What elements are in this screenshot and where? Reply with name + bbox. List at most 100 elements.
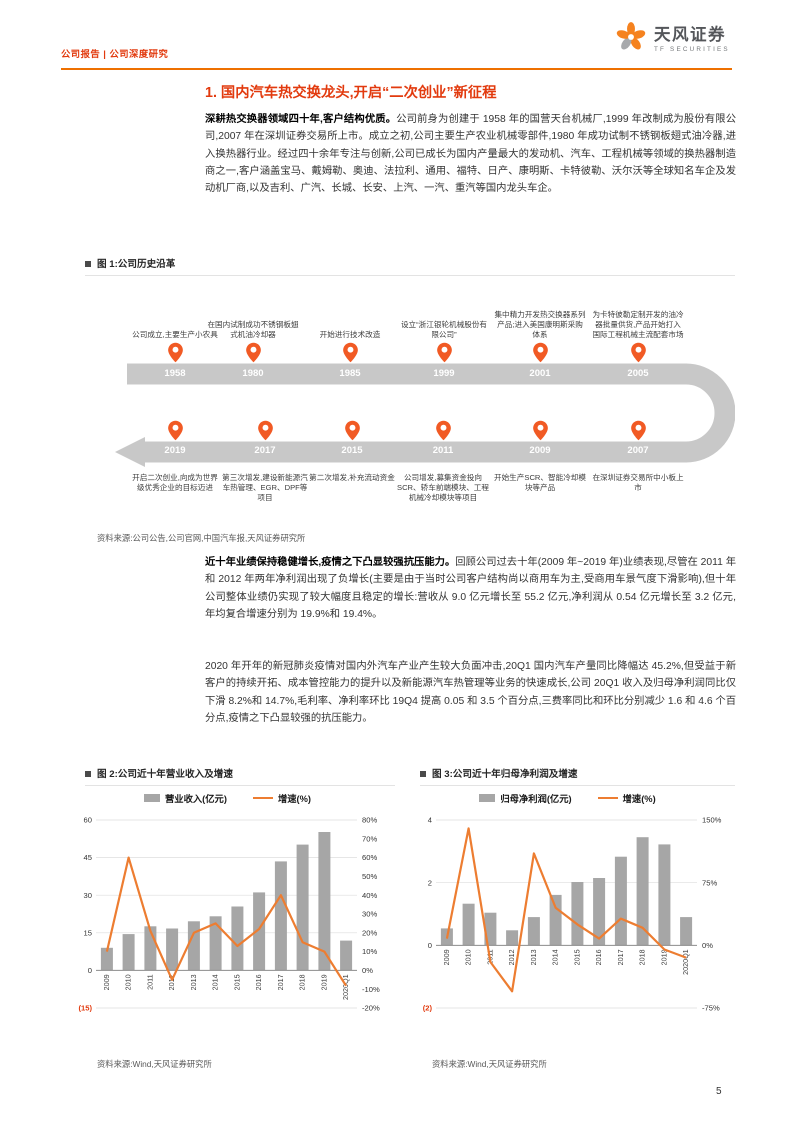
figure2-legend: 营业收入(亿元) 增速(%)	[60, 791, 395, 805]
svg-text:-20%: -20%	[362, 1004, 380, 1013]
timeline-event-desc: 开始进行技术改造	[319, 329, 381, 339]
svg-text:30: 30	[84, 891, 92, 900]
paragraph-lead: 近十年业绩保持稳健增长,疫情之下凸显较强抗压能力。	[205, 557, 456, 568]
timeline-event-desc: 开始生产SCR、智能冷却模块等产品	[494, 473, 586, 493]
brand-name-cn: 天风证券	[654, 25, 726, 44]
line-series-label: 增速(%)	[622, 794, 656, 804]
svg-text:0%: 0%	[702, 941, 713, 950]
timeline-event-desc: 公司增发,募集资金投向SCR、轿车前端模块、工程机械冷却模块等项目	[397, 473, 489, 503]
timeline-event-desc: 集中精力开发热交换器系列产品;进入美国康明斯采购体系	[494, 309, 586, 339]
svg-text:60%: 60%	[362, 853, 377, 862]
location-pin-icon	[532, 342, 549, 363]
svg-text:2010: 2010	[124, 974, 133, 990]
location-pin-icon	[532, 420, 549, 441]
location-pin-icon	[436, 342, 453, 363]
figure3-caption: 图 3:公司近十年归母净利润及增速	[420, 766, 735, 786]
figure3-source: 资料来源:Wind,天风证券研究所	[432, 1059, 547, 1069]
svg-text:30%: 30%	[362, 910, 377, 919]
location-pin-icon	[245, 342, 262, 363]
svg-text:2009: 2009	[102, 974, 111, 990]
chart-canvas: 60 45 30 15 0 (15) 80% 70% 60% 50% 40% 30% 20% 10% 0% -…	[78, 816, 380, 1013]
svg-text:15: 15	[84, 928, 92, 937]
svg-text:70%: 70%	[362, 834, 377, 843]
svg-text:0: 0	[428, 941, 432, 950]
chart-canvas: 420(2)150%75%0%-75%2009 2010 2011 2012 2013 2…	[423, 816, 722, 1013]
figure1-caption: 图 1:公司历史沿革	[85, 256, 735, 276]
tf-flower-logo-icon	[614, 20, 648, 59]
svg-text:2018: 2018	[298, 974, 307, 990]
timeline-year: 2009	[529, 445, 551, 456]
location-pin-icon	[344, 420, 361, 441]
timeline-year: 2007	[627, 445, 649, 456]
svg-text:2016: 2016	[594, 949, 603, 965]
timeline-year: 2015	[341, 445, 363, 456]
bar-series-label: 营业收入(亿元)	[164, 794, 227, 804]
figure2-caption: 图 2:公司近十年营业收入及增速	[85, 766, 395, 786]
location-pin-icon	[167, 342, 184, 363]
svg-text:-10%: -10%	[362, 985, 380, 994]
paragraph-lead: 深耕热交换器领域四十年,客户结构优质。	[205, 114, 397, 125]
svg-text:0%: 0%	[362, 966, 373, 975]
timeline-year: 2005	[627, 368, 649, 379]
svg-text:2015: 2015	[572, 949, 581, 965]
svg-text:2017: 2017	[276, 974, 285, 990]
timeline-event-desc: 在深圳证券交易所中小板上市	[592, 473, 684, 493]
location-pin-icon	[342, 342, 359, 363]
svg-text:2020Q1: 2020Q1	[681, 949, 690, 975]
timeline-year: 1958	[164, 368, 186, 379]
paragraph: 近十年业绩保持稳健增长,疫情之下凸显较强抗压能力。回顾公司过去十年(2009 年…	[205, 554, 736, 623]
paragraph-body: 回顾公司过去十年(2009 年~2019 年)业绩表现,尽管在 2011 年和 …	[205, 557, 736, 620]
line-series-swatch-icon	[597, 796, 618, 800]
svg-text:150%: 150%	[702, 816, 722, 825]
svg-text:(15): (15)	[78, 1004, 92, 1013]
location-pin-icon	[435, 420, 452, 441]
brand-logo: 天风证券 TF SECURITIES	[614, 20, 730, 59]
svg-text:2015: 2015	[232, 974, 241, 990]
timeline-event-desc: 为卡特彼勒定制开发的油冷器批量供货,产品开始打入国际工程机械主流配套市场	[592, 309, 684, 339]
timeline-band	[115, 363, 735, 467]
timeline-event-desc: 开启二次创业,向成为世界级优秀企业的目标迈进	[132, 473, 218, 493]
svg-text:2013: 2013	[529, 949, 538, 965]
svg-text:75%: 75%	[702, 878, 717, 887]
header-divider	[61, 68, 732, 70]
section-title: 1. 国内汽车热交换龙头,开启“二次创业”新征程	[205, 85, 497, 101]
bar-series-swatch-icon	[143, 794, 160, 802]
timeline-year: 2019	[164, 445, 186, 456]
svg-text:2013: 2013	[189, 974, 198, 990]
net-profit-chart: 4 2 0 (2) 150% 75% 0% -75% 2009 2010 2011 2012 2013 2…	[400, 812, 735, 1050]
figure1-caption-text: 图 1:公司历史沿革	[97, 259, 176, 270]
svg-text:0: 0	[88, 966, 92, 975]
timeline-event-desc: 公司成立,主要生产小农具	[132, 329, 218, 339]
revenue-chart: 60 45 30 15 0 (15) 80% 70% 60% 50% 40% 30% 20% 10% 0% -…	[60, 812, 395, 1050]
svg-text:40%: 40%	[362, 891, 377, 900]
paragraph-body: 2020 年开年的新冠肺炎疫情对国内外汽车产业产生较大负面冲击,20Q1 国内汽…	[205, 661, 736, 724]
svg-text:2018: 2018	[638, 949, 647, 965]
paragraph: 2020 年开年的新冠肺炎疫情对国内外汽车产业产生较大负面冲击,20Q1 国内汽…	[205, 658, 736, 727]
brand-name-en: TF SECURITIES	[654, 46, 730, 54]
location-pin-icon	[167, 420, 184, 441]
paragraph-body: 公司前身为创建于 1958 年的国营天台机械厂,1999 年改制成为股份有限公司…	[205, 114, 736, 195]
timeline-year: 1985	[339, 368, 361, 379]
svg-text:2019: 2019	[319, 974, 328, 990]
svg-text:2017: 2017	[616, 949, 625, 965]
location-pin-icon	[257, 420, 274, 441]
timeline-year: 1980	[242, 368, 264, 379]
timeline-year: 1999	[433, 368, 455, 379]
figure2-caption-text: 图 2:公司近十年营业收入及增速	[97, 769, 233, 780]
page-number: 5	[716, 1086, 722, 1097]
line-series-swatch-icon	[252, 796, 273, 800]
svg-text:2012: 2012	[167, 974, 176, 990]
bar-series-label: 归母净利润(亿元)	[500, 794, 572, 804]
svg-text:10%: 10%	[362, 947, 377, 956]
caption-bullet-icon	[85, 771, 91, 777]
svg-text:2020Q1: 2020Q1	[341, 974, 350, 1000]
timeline-year: 2001	[529, 368, 551, 379]
svg-text:2010: 2010	[464, 949, 473, 965]
svg-text:2011: 2011	[145, 974, 154, 989]
line-series-label: 增速(%)	[277, 794, 312, 804]
figure3-legend: 归母净利润(亿元) 增速(%)	[400, 791, 735, 805]
svg-text:(2): (2)	[423, 1004, 433, 1013]
svg-text:45: 45	[84, 853, 92, 862]
svg-text:2014: 2014	[551, 949, 560, 965]
